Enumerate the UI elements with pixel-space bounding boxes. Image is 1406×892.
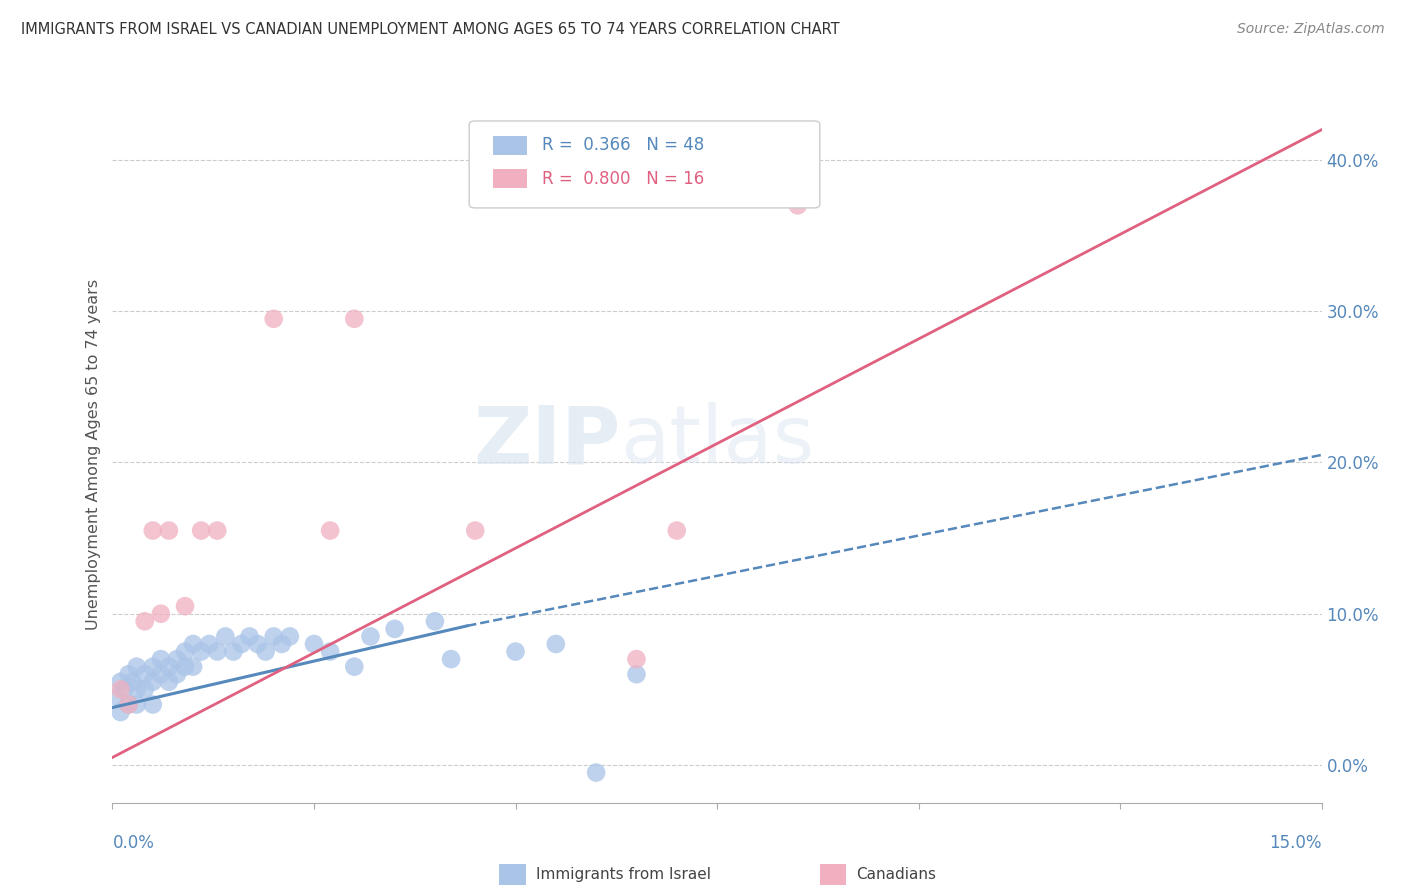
FancyBboxPatch shape xyxy=(494,169,527,188)
Point xyxy=(166,652,188,666)
Point xyxy=(319,524,342,538)
Text: 0.0%: 0.0% xyxy=(112,834,155,852)
Y-axis label: Unemployment Among Ages 65 to 74 years: Unemployment Among Ages 65 to 74 years xyxy=(86,279,101,631)
Point xyxy=(166,667,188,681)
Point xyxy=(114,682,136,697)
Point xyxy=(544,637,567,651)
Text: ZIP: ZIP xyxy=(472,402,620,480)
Point xyxy=(125,659,148,673)
Point xyxy=(142,698,165,712)
Point xyxy=(263,629,285,643)
Point xyxy=(464,524,486,538)
Point xyxy=(105,690,128,704)
Point xyxy=(505,644,527,658)
Point xyxy=(246,637,269,651)
Point xyxy=(181,637,204,651)
Point xyxy=(214,629,236,643)
Point xyxy=(157,659,180,673)
Text: Source: ZipAtlas.com: Source: ZipAtlas.com xyxy=(1237,22,1385,37)
Point xyxy=(149,652,172,666)
Point xyxy=(254,644,277,658)
Point xyxy=(198,637,221,651)
Point xyxy=(786,198,808,212)
Point xyxy=(238,629,260,643)
Point xyxy=(117,698,139,712)
Point xyxy=(359,629,381,643)
Point xyxy=(117,667,139,681)
Point xyxy=(440,652,463,666)
Point xyxy=(149,607,172,621)
Point xyxy=(626,652,648,666)
Point xyxy=(174,599,197,614)
Point xyxy=(278,629,301,643)
Point xyxy=(125,682,148,697)
Point xyxy=(174,644,197,658)
Point xyxy=(157,674,180,689)
Point xyxy=(626,667,648,681)
Point xyxy=(142,674,165,689)
Point xyxy=(231,637,253,651)
Point xyxy=(190,524,212,538)
Point xyxy=(190,644,212,658)
Text: Canadians: Canadians xyxy=(856,867,936,882)
Text: R =  0.800   N = 16: R = 0.800 N = 16 xyxy=(541,169,704,187)
Point xyxy=(134,667,156,681)
Point xyxy=(423,615,446,629)
Point xyxy=(207,644,229,658)
Point xyxy=(665,524,688,538)
Text: Immigrants from Israel: Immigrants from Israel xyxy=(536,867,710,882)
Point xyxy=(222,644,245,658)
Text: 15.0%: 15.0% xyxy=(1270,834,1322,852)
Point xyxy=(384,622,406,636)
Point xyxy=(263,311,285,326)
Point xyxy=(343,659,366,673)
FancyBboxPatch shape xyxy=(499,864,526,885)
FancyBboxPatch shape xyxy=(820,864,846,885)
Text: R =  0.366   N = 48: R = 0.366 N = 48 xyxy=(541,136,704,154)
FancyBboxPatch shape xyxy=(494,136,527,155)
Point xyxy=(134,682,156,697)
Point xyxy=(157,524,180,538)
Point xyxy=(121,674,143,689)
Text: atlas: atlas xyxy=(620,402,814,480)
Point xyxy=(142,659,165,673)
Point xyxy=(319,644,342,658)
Point xyxy=(302,637,325,651)
Point xyxy=(134,615,156,629)
FancyBboxPatch shape xyxy=(470,121,820,208)
Point xyxy=(142,524,165,538)
Point xyxy=(181,659,204,673)
Point xyxy=(585,765,607,780)
Point xyxy=(343,311,366,326)
Text: IMMIGRANTS FROM ISRAEL VS CANADIAN UNEMPLOYMENT AMONG AGES 65 TO 74 YEARS CORREL: IMMIGRANTS FROM ISRAEL VS CANADIAN UNEMP… xyxy=(21,22,839,37)
Point xyxy=(110,682,132,697)
Point xyxy=(149,667,172,681)
Point xyxy=(110,674,132,689)
Point xyxy=(270,637,292,651)
Point xyxy=(174,659,197,673)
Point xyxy=(207,524,229,538)
Point xyxy=(125,698,148,712)
Point xyxy=(117,698,139,712)
Point xyxy=(110,705,132,719)
